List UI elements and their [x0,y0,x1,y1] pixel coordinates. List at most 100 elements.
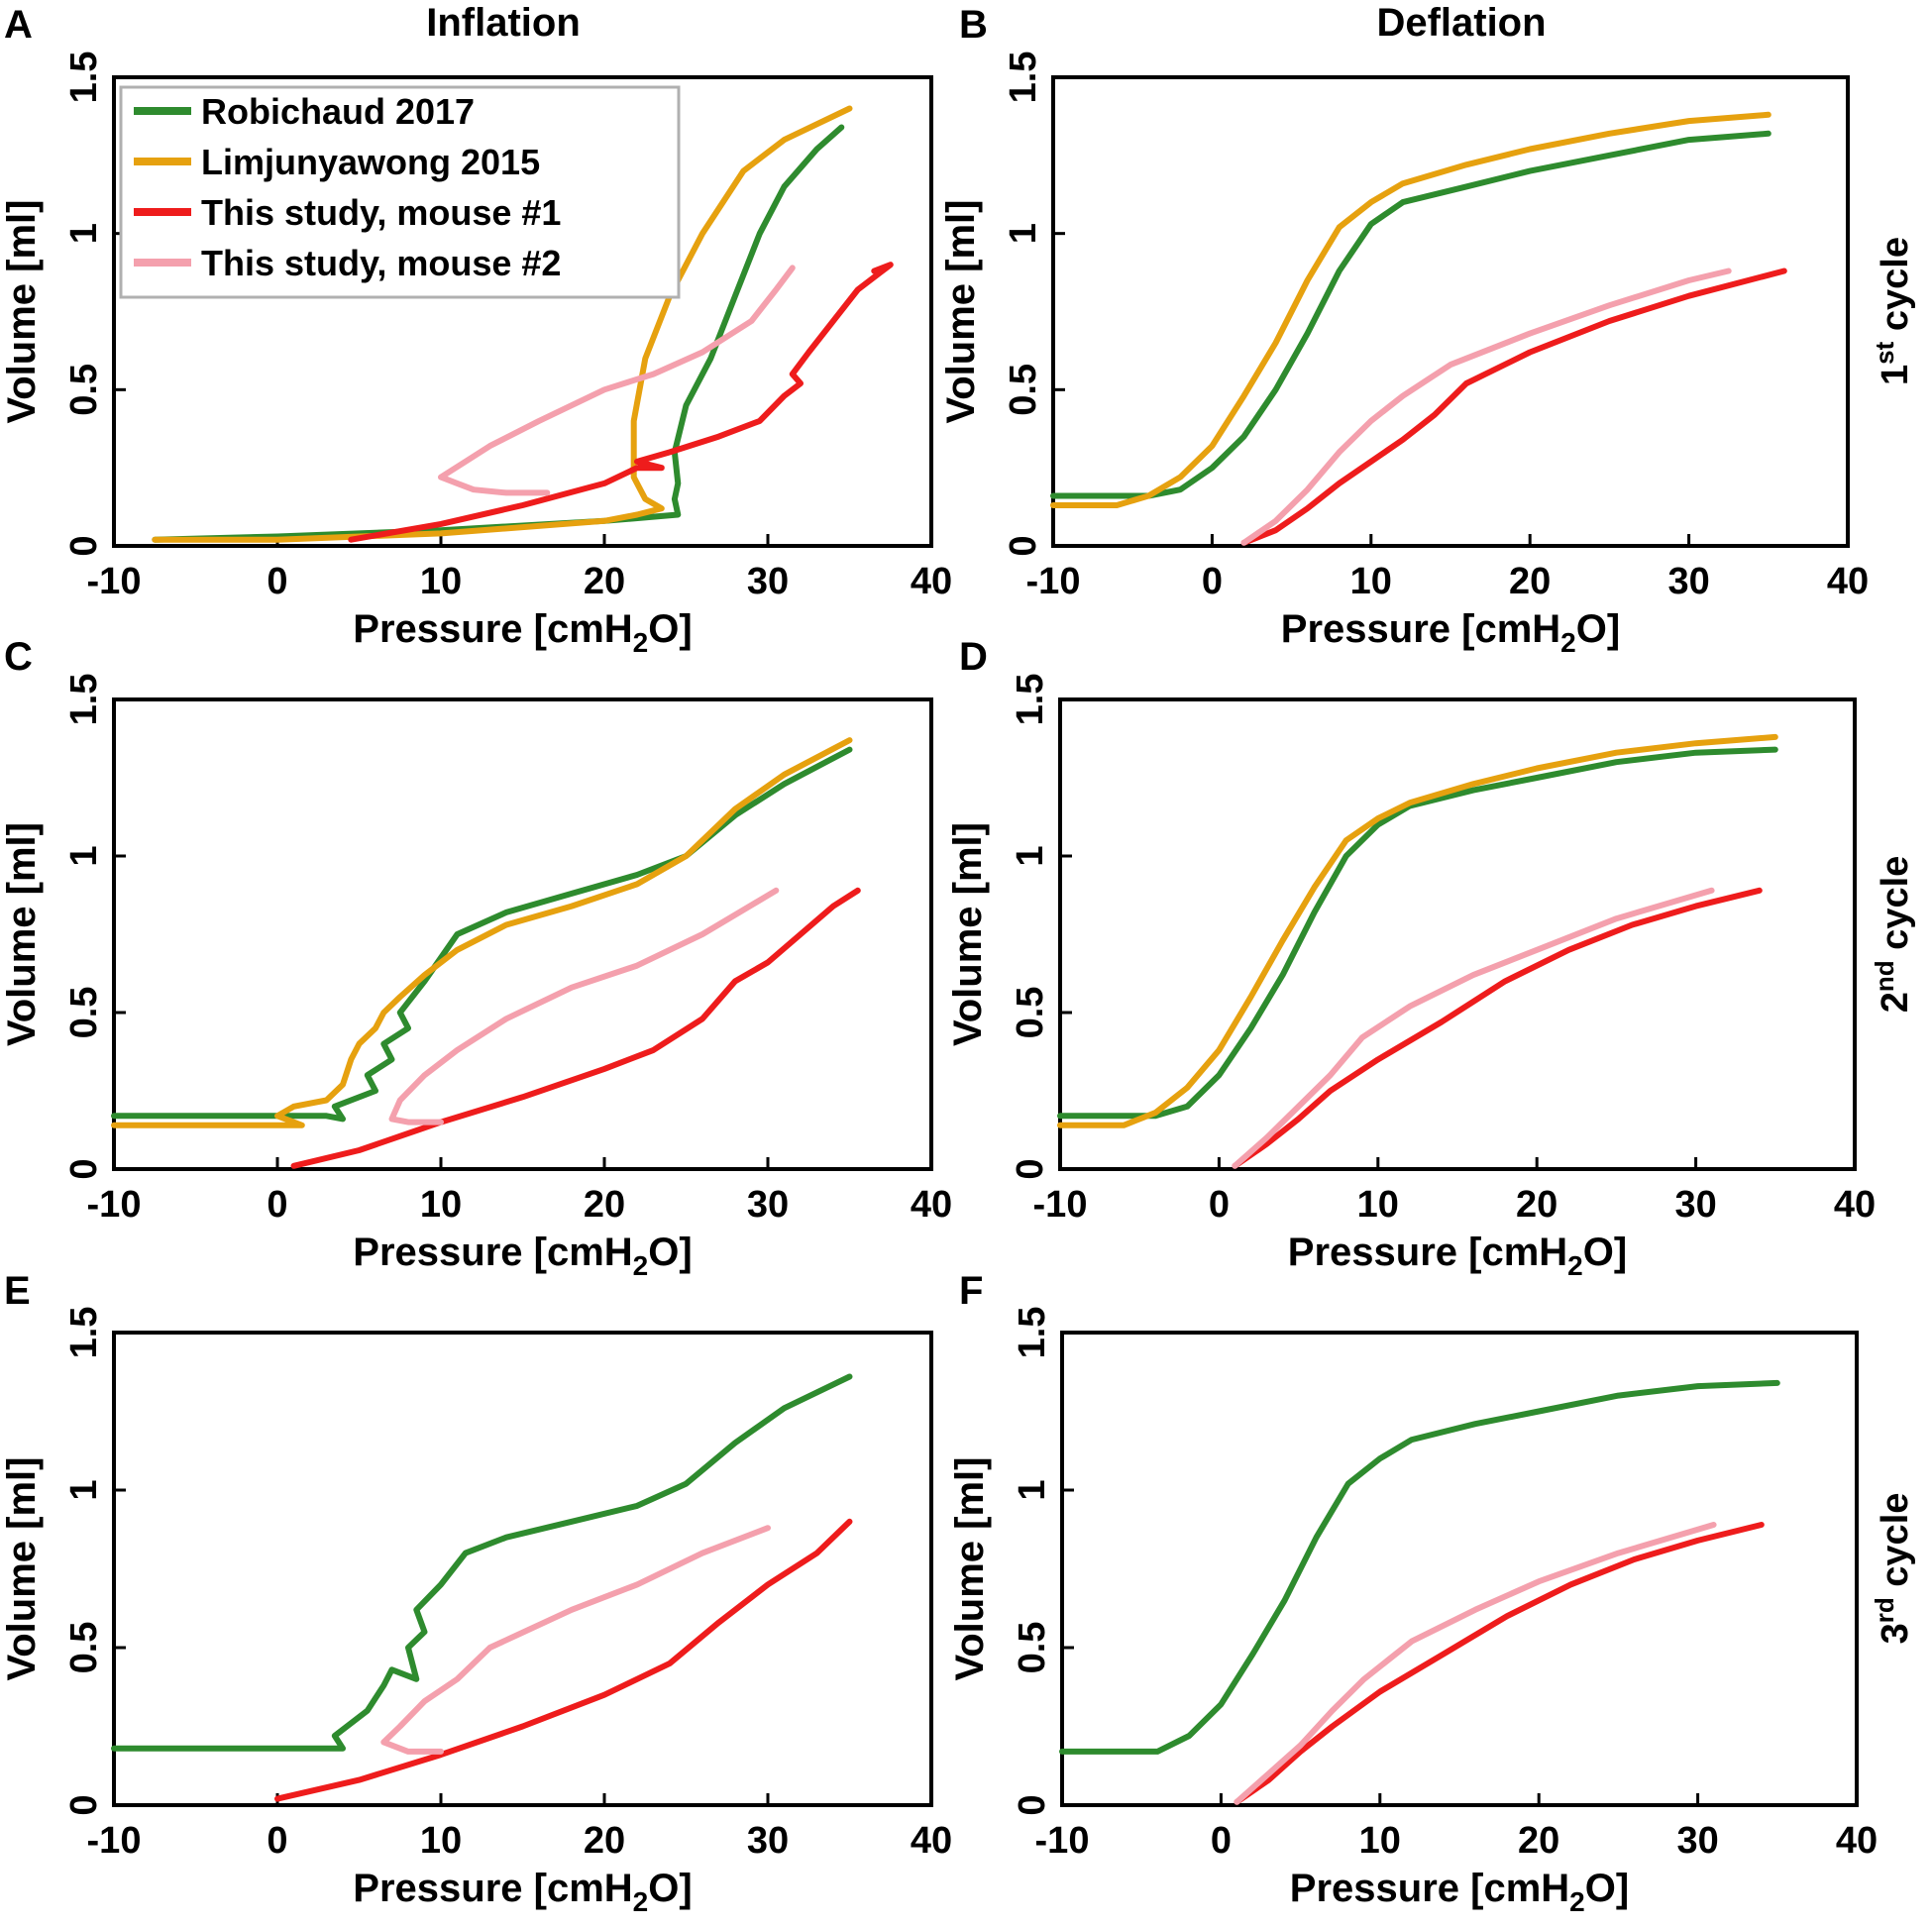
y-tick-label: 1.5 [63,674,105,726]
x-tick-label: 30 [747,561,789,602]
series-line-this-study-mouse-1 [348,262,894,543]
series-line-limjunyawong-2015 [152,105,853,543]
y-tick-label: 0.5 [63,364,105,416]
series-line-this-study-mouse-1 [1234,1522,1765,1805]
series-line-this-study-mouse-2 [380,1525,771,1755]
y-axis-label: Volume [ml] [0,1457,44,1681]
y-tick-label: 1.5 [63,1307,105,1359]
y-axis-label: Volume [ml] [939,200,983,424]
legend: Robichaud 2017 Limjunyawong 2015 This stud… [119,85,681,299]
y-tick-label: 0 [1003,535,1044,556]
x-tick-label: 40 [1836,1820,1878,1862]
y-tick-label: 1 [63,845,105,866]
y-tick-label: 0 [63,535,105,556]
column-title-deflation: Deflation [1376,1,1546,45]
panel-letter: E [4,1269,31,1313]
series-line-this-study-mouse-1 [274,1518,853,1802]
series-line-robichaud-2017 [1059,1379,1780,1755]
series-line-limjunyawong-2015 [111,737,853,1128]
series-line-this-study-mouse-2 [1234,1522,1717,1805]
axes-frame [1051,75,1850,548]
x-tick-label: 0 [267,561,287,602]
series-line-limjunyawong-2015 [1050,111,1771,508]
series-line-this-study-mouse-1 [1240,268,1787,546]
series-line-limjunyawong-2015 [1057,733,1778,1128]
x-tick-label: -10 [87,1184,142,1226]
series-line-robichaud-2017 [111,1373,853,1752]
panel-f: F -10 0 10 20 30 40 0 0.5 1 1.5 Pressure [cmH2O] Vol… [948,1269,1916,1917]
y-tick-label: 0.5 [1010,987,1051,1039]
x-tick-label: -10 [87,1820,142,1862]
x-tick-label: 20 [584,1184,625,1226]
panel-letter: B [959,3,988,47]
x-tick-label: 10 [1359,1820,1401,1862]
axes-frame [1060,1331,1859,1807]
x-tick-label: 30 [747,1820,789,1862]
y-tick-label: 0.5 [1003,364,1044,416]
x-axis-label: Pressure [cmH2O] [353,1867,692,1917]
y-tick-label: 0 [63,1794,105,1815]
y-tick-label: 1.5 [1003,52,1044,104]
x-tick-label: -10 [1033,1184,1088,1226]
axes-frame [112,75,933,548]
y-tick-label: 0.5 [63,987,105,1039]
y-tick-label: 1 [1010,845,1051,866]
x-tick-label: 10 [420,561,462,602]
legend-entry: This study, mouse #1 [201,192,561,233]
x-tick-label: -10 [1026,561,1081,602]
series-line-this-study-mouse-2 [1240,268,1732,546]
x-tick-label: 40 [911,1820,952,1862]
y-tick-label: 1.5 [63,52,105,104]
row-label: 3rd cycle [1870,1493,1916,1645]
x-tick-label: 20 [1518,1820,1559,1862]
y-tick-label: 0.5 [63,1622,105,1674]
panel-a: A -10 0 10 20 30 40 0 0.5 1 1.5 Pressure [cmH2O] Vol… [0,3,952,658]
x-tick-label: 30 [747,1184,789,1226]
y-axis-label: Volume [ml] [948,1457,992,1681]
x-tick-label: 0 [1209,1184,1230,1226]
row-label: 2nd cycle [1870,856,1916,1014]
x-tick-label: 10 [1350,561,1392,602]
panel-letter: A [4,3,33,47]
x-tick-label: 30 [1674,1184,1716,1226]
legend-entry: This study, mouse #2 [201,243,561,283]
y-tick-label: 1.5 [1010,674,1051,726]
panel-e: E -10 0 10 20 30 40 0 0.5 1 1.5 Pressure [cmH2O] Vol… [0,1269,952,1917]
axes-frame [112,697,933,1171]
series-line-robichaud-2017 [1050,130,1771,499]
x-tick-label: 20 [1516,1184,1557,1226]
axes-frame [1058,697,1857,1171]
y-tick-label: 1.5 [1012,1307,1053,1359]
y-tick-label: 1 [63,1479,105,1500]
panel-letter: D [959,635,988,679]
x-tick-label: 0 [1202,561,1223,602]
x-axis-label: Pressure [cmH2O] [1290,1867,1629,1917]
x-tick-label: -10 [1035,1820,1090,1862]
x-axis-label: Pressure [cmH2O] [353,607,692,658]
y-tick-label: 0 [1010,1158,1051,1179]
x-tick-label: 10 [420,1184,462,1226]
x-tick-label: 40 [1834,1184,1876,1226]
panel-letter: C [4,635,33,679]
y-tick-label: 1 [1003,223,1044,244]
y-tick-label: 1 [1012,1479,1053,1500]
series-line-this-study-mouse-2 [388,887,780,1125]
axes-frame [112,1331,933,1807]
row-label: 1st cycle [1870,237,1916,385]
legend-entry: Robichaud 2017 [201,91,475,132]
legend-box [119,85,681,299]
panel-letter: F [959,1269,983,1313]
y-axis-label: Volume [ml] [0,200,44,424]
y-tick-label: 0 [63,1158,105,1179]
x-tick-label: 30 [1676,1820,1718,1862]
panel-b: B -10 0 10 20 30 40 0 0.5 1 1.5 Pressure [cmH2O] Vol… [939,3,1916,658]
series-line-this-study-mouse-2 [1232,887,1715,1169]
y-tick-label: 1 [63,223,105,244]
panel-c: C -10 0 10 20 30 40 0 0.5 1 1.5 Pressure [cmH2O] Vol… [0,635,952,1281]
x-tick-label: 10 [420,1820,462,1862]
y-axis-label: Volume [ml] [0,822,44,1046]
x-axis-label: Pressure [cmH2O] [353,1231,692,1281]
x-tick-label: 10 [1357,1184,1399,1226]
x-tick-label: -10 [87,561,142,602]
x-tick-label: 0 [267,1820,287,1862]
